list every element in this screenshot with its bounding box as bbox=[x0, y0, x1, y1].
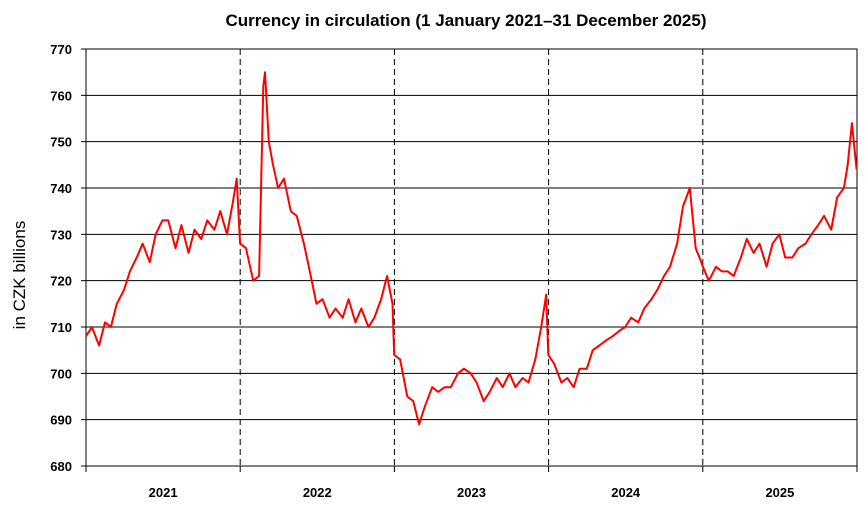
x-tick-labels: 2021 2022 2023 2024 2025 bbox=[149, 485, 795, 500]
y-tick-label: 740 bbox=[50, 181, 72, 196]
y-tick-label: 770 bbox=[50, 42, 72, 57]
plot-frame bbox=[85, 48, 858, 467]
y-tick-label: 700 bbox=[50, 366, 72, 381]
year-separators bbox=[85, 49, 704, 472]
y-tick-label: 680 bbox=[50, 459, 72, 474]
y-tick-label: 730 bbox=[50, 227, 72, 242]
y-axis-label: in CZK billions bbox=[10, 221, 29, 330]
x-tick-label: 2024 bbox=[611, 485, 641, 500]
y-tick-label: 750 bbox=[50, 135, 72, 150]
x-tick-label: 2023 bbox=[457, 485, 486, 500]
chart-title: Currency in circulation (1 January 2021–… bbox=[226, 11, 707, 30]
x-tick-label: 2022 bbox=[303, 485, 332, 500]
y-tick-label: 710 bbox=[50, 320, 72, 335]
y-tick-labels: 680 690 700 710 720 730 740 750 760 770 bbox=[50, 42, 72, 474]
y-tick-label: 720 bbox=[50, 274, 72, 289]
y-tick-label: 690 bbox=[50, 413, 72, 428]
series-line bbox=[85, 71, 858, 426]
x-tick-label: 2021 bbox=[149, 485, 178, 500]
y-tick-label: 760 bbox=[50, 88, 72, 103]
x-tick-label: 2025 bbox=[765, 485, 794, 500]
axes bbox=[85, 48, 858, 472]
